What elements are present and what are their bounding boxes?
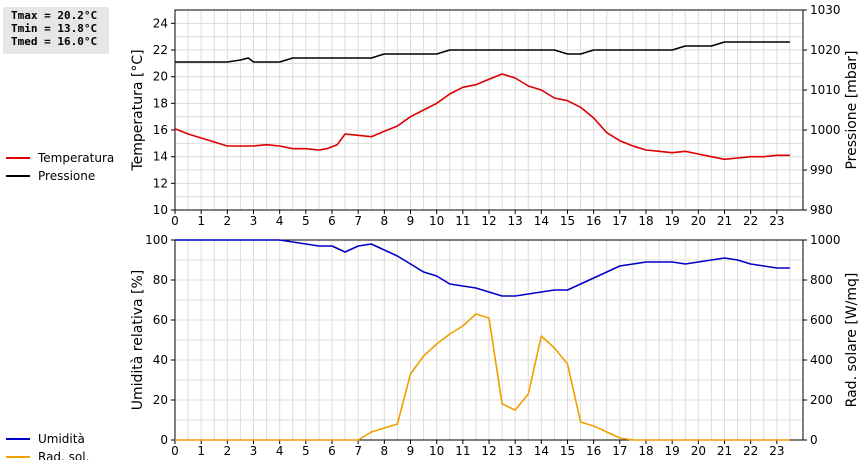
x-tick-label: 16 xyxy=(586,214,601,228)
x-tick-label: 23 xyxy=(769,444,784,458)
x-tick-label: 15 xyxy=(560,214,575,228)
x-tick-label: 11 xyxy=(455,444,470,458)
x-tick-label: 10 xyxy=(429,444,444,458)
x-tick-label: 5 xyxy=(302,444,310,458)
y-left-tick-label: 22 xyxy=(153,43,168,57)
x-tick-label: 4 xyxy=(276,214,284,228)
x-tick-label: 18 xyxy=(638,444,653,458)
x-tick-label: 13 xyxy=(508,214,523,228)
y-right-tick-label: 1030 xyxy=(810,3,841,17)
y-left-tick-label: 14 xyxy=(153,150,168,164)
x-tick-label: 17 xyxy=(612,214,627,228)
x-tick-label: 14 xyxy=(534,444,549,458)
y-right-axis-title: Rad. solare [W/mq] xyxy=(844,273,860,408)
x-tick-label: 1 xyxy=(197,444,205,458)
tmed-text: Tmed = 16.0°C xyxy=(11,35,98,48)
y-right-tick-label: 400 xyxy=(810,353,833,367)
y-left-tick-label: 10 xyxy=(153,203,168,217)
x-tick-label: 8 xyxy=(381,444,389,458)
x-tick-label: 7 xyxy=(354,214,362,228)
y-left-tick-label: 60 xyxy=(153,313,168,327)
x-tick-label: 18 xyxy=(638,214,653,228)
x-tick-label: 20 xyxy=(691,214,706,228)
x-tick-label: 0 xyxy=(171,214,179,228)
series-line-pressione xyxy=(175,41,790,63)
legend-label: Rad. sol. xyxy=(38,450,89,460)
x-tick-label: 20 xyxy=(691,444,706,458)
y-left-tick-label: 18 xyxy=(153,96,168,110)
x-tick-label: 22 xyxy=(743,444,758,458)
y-left-tick-label: 80 xyxy=(153,273,168,287)
x-tick-label: 0 xyxy=(171,444,179,458)
y-left-axis-title: Temperatura [°C] xyxy=(130,49,146,171)
y-right-tick-label: 980 xyxy=(810,203,833,217)
y-right-tick-label: 600 xyxy=(810,313,833,327)
series-line-rad-sol xyxy=(175,313,790,441)
y-right-tick-label: 1010 xyxy=(810,83,841,97)
y-right-tick-label: 0 xyxy=(810,433,818,447)
x-tick-label: 6 xyxy=(328,214,336,228)
x-tick-label: 2 xyxy=(224,444,232,458)
x-tick-label: 1 xyxy=(197,214,205,228)
x-tick-label: 8 xyxy=(381,214,389,228)
x-tick-label: 21 xyxy=(717,444,732,458)
x-tick-label: 4 xyxy=(276,444,284,458)
y-right-tick-label: 1020 xyxy=(810,43,841,57)
x-tick-label: 19 xyxy=(665,444,680,458)
y-left-tick-label: 0 xyxy=(160,433,168,447)
x-tick-label: 13 xyxy=(508,444,523,458)
x-tick-label: 9 xyxy=(407,444,415,458)
tmax-text: Tmax = 20.2°C xyxy=(11,9,98,22)
y-left-axis-title: Umidità relativa [%] xyxy=(130,270,146,411)
chart-panel-1: 0 1 2 3 4 5 6 7 8 9 10 11 12 13 14 15 16 17 18 19 20 21 22 2310… xyxy=(6,3,860,228)
x-tick-label: 5 xyxy=(302,214,310,228)
chart-panel-2: 0 1 2 3 4 5 6 7 8 9 10 11 12 13 14 15 16 17 18 19 20 21 22 2302… xyxy=(6,233,860,460)
x-tick-label: 9 xyxy=(407,214,415,228)
x-tick-label: 2 xyxy=(224,214,232,228)
y-left-tick-label: 20 xyxy=(153,70,168,84)
y-right-tick-label: 800 xyxy=(810,273,833,287)
x-tick-label: 19 xyxy=(665,214,680,228)
x-tick-label: 15 xyxy=(560,444,575,458)
y-right-axis-title: Pressione [mbar] xyxy=(844,50,860,169)
x-tick-label: 3 xyxy=(250,444,258,458)
y-left-tick-label: 12 xyxy=(153,176,168,190)
series-line-temperatura xyxy=(174,73,790,161)
x-tick-label: 6 xyxy=(328,444,336,458)
x-tick-label: 21 xyxy=(717,214,732,228)
tmin-text: Tmin = 13.8°C xyxy=(11,22,98,35)
y-right-tick-label: 990 xyxy=(810,163,833,177)
x-tick-label: 12 xyxy=(481,214,496,228)
y-right-tick-label: 1000 xyxy=(810,123,841,137)
x-tick-label: 7 xyxy=(354,444,362,458)
x-tick-label: 10 xyxy=(429,214,444,228)
x-tick-label: 16 xyxy=(586,444,601,458)
y-left-tick-label: 20 xyxy=(153,393,168,407)
x-tick-label: 12 xyxy=(481,444,496,458)
x-tick-label: 17 xyxy=(612,444,627,458)
legend-label: Umidità xyxy=(38,432,85,446)
y-left-tick-label: 24 xyxy=(153,16,168,30)
y-left-tick-label: 100 xyxy=(145,233,168,247)
y-right-tick-label: 1000 xyxy=(810,233,841,247)
x-tick-label: 22 xyxy=(743,214,758,228)
y-left-tick-label: 40 xyxy=(153,353,168,367)
x-tick-label: 14 xyxy=(534,214,549,228)
legend-label: Temperatura xyxy=(37,151,114,165)
y-right-tick-label: 200 xyxy=(810,393,833,407)
series-line-umidit xyxy=(175,239,790,297)
x-tick-label: 11 xyxy=(455,214,470,228)
x-tick-label: 3 xyxy=(250,214,258,228)
x-tick-label: 23 xyxy=(769,214,784,228)
stats-box: Tmax = 20.2°C Tmin = 13.8°C Tmed = 16.0°… xyxy=(3,7,109,54)
y-left-tick-label: 16 xyxy=(153,123,168,137)
legend-label: Pressione xyxy=(38,169,95,183)
